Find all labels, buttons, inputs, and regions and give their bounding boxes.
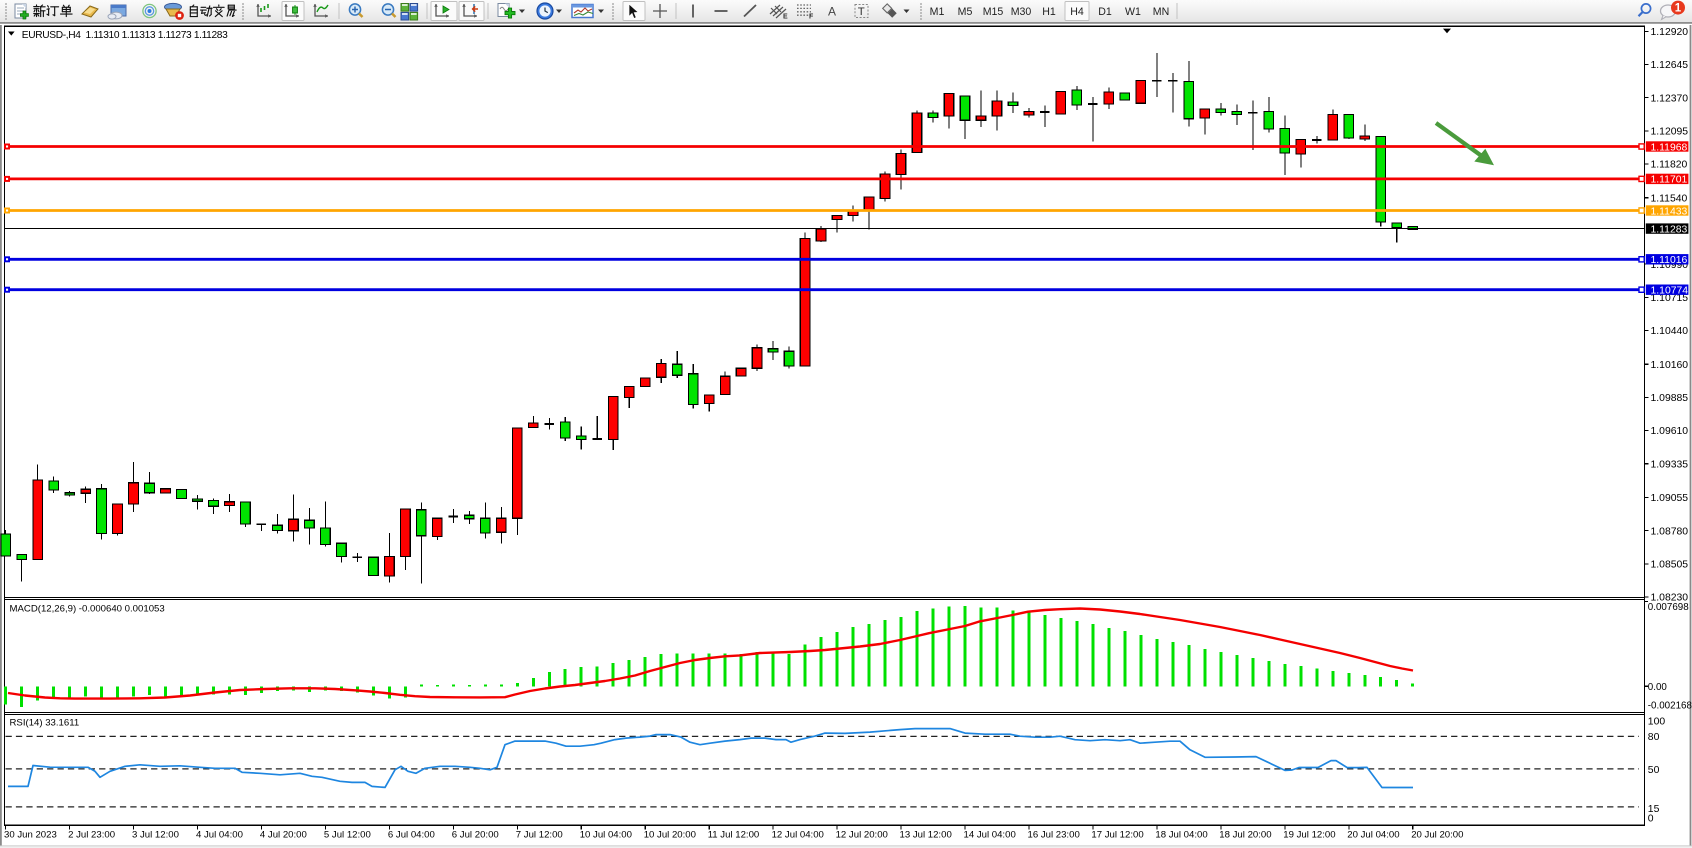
svg-text:MACD(12,26,9) -0.000640 0.0010: MACD(12,26,9) -0.000640 0.001053: [10, 603, 165, 614]
svg-text:1.08780: 1.08780: [1651, 526, 1689, 537]
svg-text:18 Jul 04:00: 18 Jul 04:00: [1155, 830, 1207, 841]
svg-text:13 Jul 12:00: 13 Jul 12:00: [900, 830, 952, 841]
svg-text:19 Jul 12:00: 19 Jul 12:00: [1283, 830, 1335, 841]
svg-text:E: E: [783, 14, 788, 21]
svg-text:1.11701: 1.11701: [1651, 175, 1688, 186]
svg-text:1.10715: 1.10715: [1651, 293, 1689, 304]
svg-text:1.12095: 1.12095: [1651, 127, 1689, 138]
svg-text:1.09055: 1.09055: [1651, 493, 1689, 504]
svg-text:T: T: [858, 6, 865, 18]
svg-text:A: A: [828, 5, 836, 19]
svg-text:1.10990: 1.10990: [1651, 260, 1689, 271]
svg-text:1.10160: 1.10160: [1651, 360, 1689, 371]
svg-text:1.09610: 1.09610: [1651, 426, 1689, 437]
svg-text:2 Jul 23:00: 2 Jul 23:00: [68, 830, 115, 841]
svg-text:-0.002168: -0.002168: [1648, 700, 1692, 711]
svg-text:10 Jul 20:00: 10 Jul 20:00: [644, 830, 696, 841]
svg-text:M15: M15: [983, 6, 1004, 18]
svg-text:30 Jun 2023: 30 Jun 2023: [4, 830, 57, 841]
svg-text:D1: D1: [1098, 6, 1112, 18]
svg-text:6 Jul 20:00: 6 Jul 20:00: [452, 830, 499, 841]
svg-text:20 Jul 20:00: 20 Jul 20:00: [1411, 830, 1463, 841]
svg-text:1.12920: 1.12920: [1651, 27, 1689, 38]
svg-text:1.09885: 1.09885: [1651, 393, 1689, 404]
svg-text:1.12645: 1.12645: [1651, 60, 1689, 71]
svg-text:W1: W1: [1125, 6, 1141, 18]
svg-text:4 Jul 04:00: 4 Jul 04:00: [196, 830, 243, 841]
svg-text:M30: M30: [1011, 6, 1032, 18]
svg-text:M1: M1: [930, 6, 945, 18]
svg-text:11 Jul 12:00: 11 Jul 12:00: [708, 830, 760, 841]
svg-text:14 Jul 04:00: 14 Jul 04:00: [964, 830, 1016, 841]
svg-text:1.11540: 1.11540: [1651, 193, 1688, 204]
svg-text:1.10774: 1.10774: [1651, 286, 1689, 297]
svg-text:5 Jul 12:00: 5 Jul 12:00: [324, 830, 371, 841]
svg-text:80: 80: [1648, 732, 1660, 743]
svg-text:7 Jul 12:00: 7 Jul 12:00: [516, 830, 563, 841]
svg-text:H1: H1: [1042, 6, 1056, 18]
svg-text:3 Jul 12:00: 3 Jul 12:00: [132, 830, 179, 841]
svg-text:1.11433: 1.11433: [1651, 206, 1688, 217]
svg-text:RSI(14) 33.1611: RSI(14) 33.1611: [10, 717, 80, 728]
svg-text:15: 15: [1648, 804, 1660, 815]
svg-text:18 Jul 20:00: 18 Jul 20:00: [1219, 830, 1271, 841]
svg-text:1.11820: 1.11820: [1651, 160, 1688, 171]
svg-text:1.11016: 1.11016: [1651, 255, 1688, 266]
svg-text:1: 1: [1675, 3, 1682, 15]
svg-text:1.09335: 1.09335: [1651, 459, 1689, 470]
svg-text:4 Jul 20:00: 4 Jul 20:00: [260, 830, 307, 841]
svg-text:12 Jul 04:00: 12 Jul 04:00: [772, 830, 824, 841]
svg-text:H4: H4: [1070, 6, 1084, 18]
svg-text:MN: MN: [1153, 6, 1169, 18]
svg-text:1.11283: 1.11283: [1651, 224, 1688, 235]
svg-text:F: F: [809, 14, 814, 21]
svg-text:0.007698: 0.007698: [1648, 602, 1689, 613]
svg-text:20 Jul 04:00: 20 Jul 04:00: [1347, 830, 1399, 841]
svg-text:10 Jul 04:00: 10 Jul 04:00: [580, 830, 632, 841]
svg-text:M5: M5: [958, 6, 973, 18]
svg-text:16 Jul 23:00: 16 Jul 23:00: [1028, 830, 1080, 841]
svg-text:0: 0: [1648, 813, 1654, 824]
svg-text:100: 100: [1648, 716, 1666, 727]
svg-text:1.08230: 1.08230: [1651, 593, 1689, 604]
svg-text:12 Jul 20:00: 12 Jul 20:00: [836, 830, 888, 841]
svg-text:6 Jul 04:00: 6 Jul 04:00: [388, 830, 435, 841]
svg-text:17 Jul 12:00: 17 Jul 12:00: [1091, 830, 1143, 841]
svg-text:1.11968: 1.11968: [1651, 142, 1688, 153]
svg-text:0.00: 0.00: [1648, 682, 1668, 693]
svg-text:1.12370: 1.12370: [1651, 93, 1689, 104]
svg-text:1.10440: 1.10440: [1651, 326, 1689, 337]
svg-text:1.08505: 1.08505: [1651, 560, 1689, 571]
svg-text:EURUSD-,H4 1.11310 1.11313 1.: EURUSD-,H4 1.11310 1.11313 1.11273 1.112…: [22, 30, 228, 41]
svg-text:50: 50: [1648, 765, 1660, 776]
